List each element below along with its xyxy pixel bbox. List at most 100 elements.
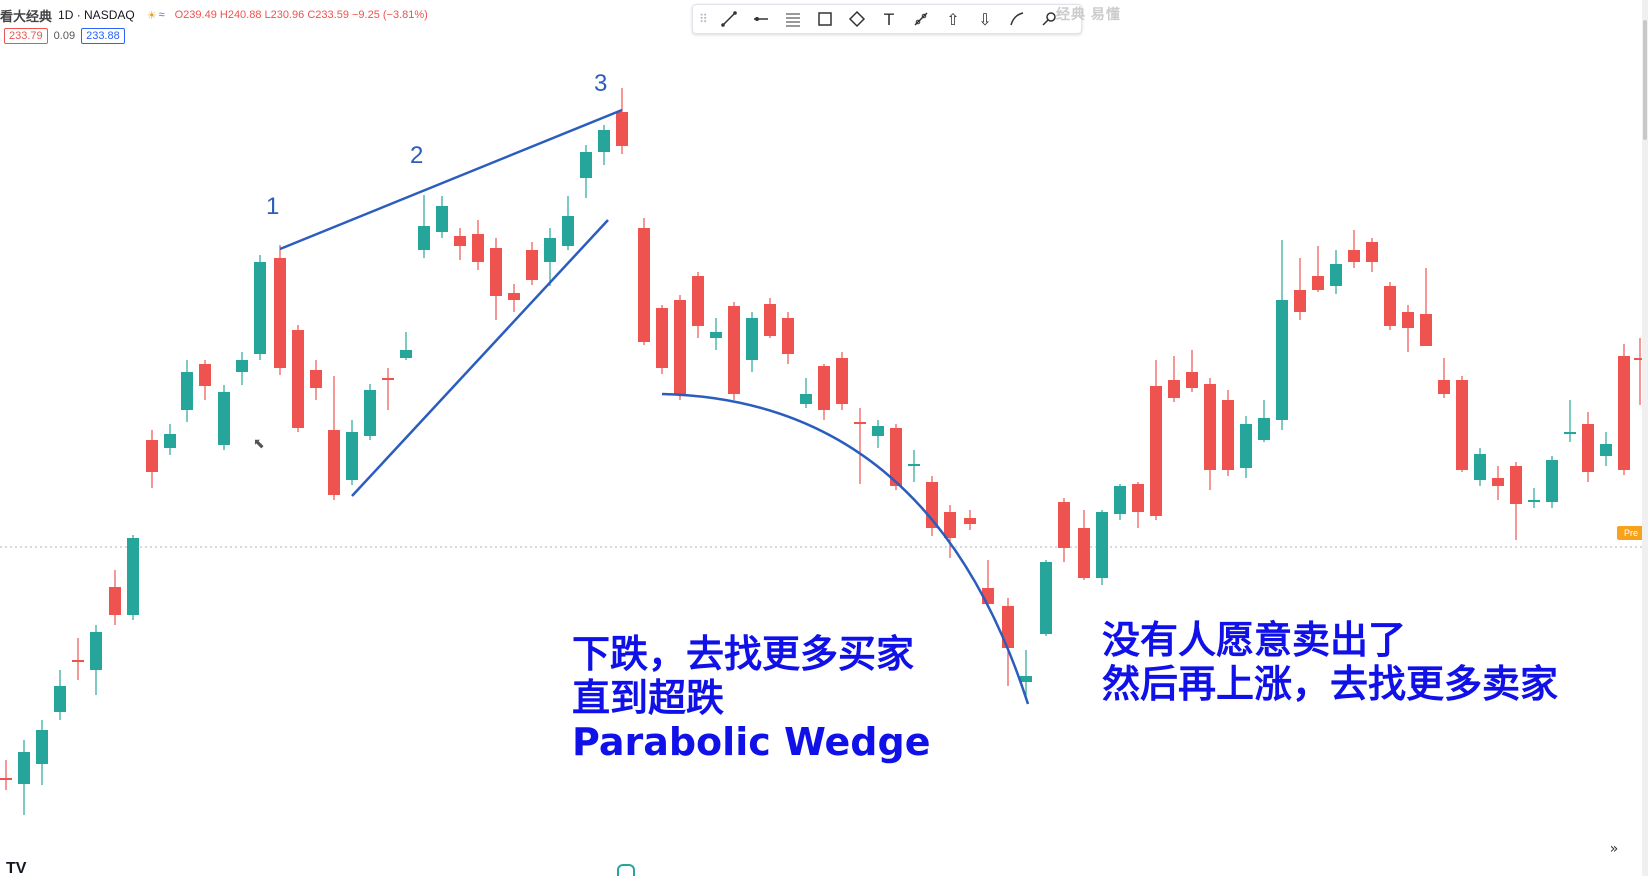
candle-body bbox=[274, 258, 286, 368]
candle-body bbox=[1492, 478, 1504, 486]
fib-retracement-icon[interactable] bbox=[777, 5, 809, 33]
candle-body bbox=[1276, 300, 1288, 420]
annotation-left-line3: Parabolic Wedge bbox=[572, 720, 931, 764]
path-icon[interactable] bbox=[841, 5, 873, 33]
ohlc-readout: O239.49 H240.88 L230.96 C233.59 −9.25 (−… bbox=[174, 9, 428, 21]
candle-body bbox=[674, 300, 686, 394]
candle-body bbox=[562, 216, 574, 246]
candle-body bbox=[36, 730, 48, 764]
candle-body bbox=[1114, 486, 1126, 514]
candle-body bbox=[1222, 400, 1234, 470]
candle-body bbox=[54, 686, 66, 712]
candle-body bbox=[836, 358, 848, 404]
candle-body bbox=[1002, 606, 1014, 648]
candle-body bbox=[1294, 290, 1306, 312]
horizontal-ray-icon[interactable] bbox=[745, 5, 777, 33]
annotation-left: 下跌，去找更多买家 直到超跌 Parabolic Wedge bbox=[572, 632, 930, 764]
candle-body bbox=[638, 228, 650, 342]
candle-body bbox=[854, 422, 866, 424]
scroll-to-realtime-icon[interactable]: » bbox=[1603, 838, 1625, 860]
candle-body bbox=[1078, 528, 1090, 578]
sun-icon[interactable]: ☀ bbox=[146, 9, 157, 22]
candle-body bbox=[944, 512, 956, 538]
candle-body bbox=[656, 308, 668, 368]
tradingview-logo[interactable]: TV bbox=[6, 860, 27, 877]
candle-body bbox=[1168, 380, 1180, 398]
candle-body bbox=[710, 332, 722, 338]
candle-body bbox=[1420, 314, 1432, 346]
bottom-toolbar-icon[interactable] bbox=[617, 864, 635, 876]
candle-body bbox=[1546, 460, 1558, 502]
sell-price-button[interactable]: 233.79 bbox=[4, 28, 48, 44]
candle-body bbox=[436, 206, 448, 232]
measure-icon[interactable] bbox=[905, 5, 937, 33]
buy-price-button[interactable]: 233.88 bbox=[81, 28, 125, 44]
candle-body bbox=[364, 390, 376, 436]
candle-body bbox=[0, 778, 12, 780]
rectangle-icon[interactable] bbox=[809, 5, 841, 33]
candle-body bbox=[1186, 372, 1198, 388]
magnifier-icon[interactable] bbox=[1033, 5, 1065, 33]
candle-body bbox=[1366, 242, 1378, 262]
candle-body bbox=[580, 152, 592, 178]
candle-body bbox=[72, 660, 84, 662]
wedge-upper-line[interactable] bbox=[279, 108, 623, 251]
candle-body bbox=[1058, 502, 1070, 548]
candle-body bbox=[1618, 356, 1630, 470]
candle-body bbox=[292, 330, 304, 428]
candle-body bbox=[782, 318, 794, 354]
candle-body bbox=[109, 587, 121, 615]
candle-body bbox=[454, 236, 466, 246]
annotation-right-line1: 没有人愿意卖出了 bbox=[1102, 618, 1407, 662]
candle-body bbox=[400, 350, 412, 358]
candle-body bbox=[1528, 500, 1540, 502]
candle-body bbox=[964, 518, 976, 524]
wedge-lower-line[interactable] bbox=[351, 219, 609, 497]
candle-body bbox=[890, 428, 902, 486]
candle-body bbox=[1474, 454, 1486, 480]
watermark-text: 看大经典 bbox=[0, 8, 53, 24]
candles-group bbox=[0, 88, 1646, 815]
candle-body bbox=[1600, 444, 1612, 456]
brush-icon[interactable] bbox=[1001, 5, 1033, 33]
text-icon[interactable]: T bbox=[884, 9, 894, 29]
annotation-right-line2: 然后再上涨，去找更多卖家 bbox=[1102, 662, 1559, 706]
candle-body bbox=[1402, 312, 1414, 328]
drag-handle-icon[interactable]: ⠿ bbox=[699, 12, 708, 26]
candle-body bbox=[1510, 466, 1522, 504]
mouse-cursor-icon: ⬉ bbox=[253, 436, 265, 452]
wave-label-1: 1 bbox=[266, 193, 280, 220]
candle-body bbox=[328, 430, 340, 495]
candle-body bbox=[598, 130, 610, 152]
arrow-down-icon[interactable]: ⇩ bbox=[978, 9, 992, 29]
candle-body bbox=[18, 752, 30, 784]
candle-body bbox=[1384, 286, 1396, 326]
bid-ask-row: 233.79 0.09 233.88 bbox=[4, 28, 125, 44]
wave-label-2: 2 bbox=[410, 142, 424, 169]
candle-body bbox=[526, 250, 538, 280]
indicator-icon[interactable]: ≈ bbox=[158, 9, 165, 21]
drawing-toolbar: ⠿ T ⇧ ⇩ bbox=[692, 4, 1082, 34]
candle-body bbox=[692, 276, 704, 326]
candle-body bbox=[1240, 424, 1252, 468]
page-scrollbar[interactable] bbox=[1642, 0, 1648, 876]
annotation-left-line1: 下跌，去找更多买家 bbox=[572, 632, 915, 676]
candle-body bbox=[310, 370, 322, 388]
candle-body bbox=[872, 426, 884, 436]
candle-body bbox=[236, 360, 248, 372]
candle-body bbox=[1564, 432, 1576, 434]
arrow-up-icon[interactable]: ⇧ bbox=[946, 9, 960, 29]
trend-line-icon[interactable] bbox=[713, 5, 745, 33]
candle-body bbox=[1456, 380, 1468, 470]
candle-body bbox=[764, 304, 776, 336]
candle-body bbox=[800, 394, 812, 404]
candle-body bbox=[1132, 484, 1144, 512]
candle-body bbox=[146, 440, 158, 472]
symbol-interval[interactable]: 1D · NASDAQ bbox=[58, 8, 135, 22]
spread-value: 0.09 bbox=[53, 30, 76, 42]
candle-body bbox=[346, 432, 358, 480]
candle-body bbox=[90, 632, 102, 670]
parabolic-curve[interactable] bbox=[661, 392, 1030, 705]
candle-body bbox=[508, 293, 520, 300]
